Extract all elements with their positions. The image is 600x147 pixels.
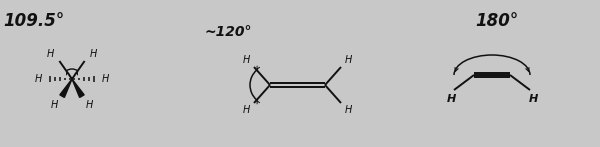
Text: H: H [51, 100, 58, 110]
Polygon shape [60, 79, 72, 97]
Text: 109.5°: 109.5° [3, 12, 64, 30]
Text: ~120°: ~120° [205, 25, 253, 39]
Polygon shape [72, 79, 84, 97]
Text: H: H [102, 74, 109, 84]
Text: 180°: 180° [475, 12, 518, 30]
Text: H: H [529, 94, 538, 104]
Text: H: H [89, 49, 97, 59]
Text: H: H [47, 49, 55, 59]
Text: H: H [446, 94, 455, 104]
Text: H: H [242, 55, 250, 65]
Text: H: H [345, 55, 352, 65]
Text: H: H [242, 105, 250, 115]
Text: H: H [86, 100, 93, 110]
Text: H: H [35, 74, 42, 84]
Text: H: H [345, 105, 352, 115]
